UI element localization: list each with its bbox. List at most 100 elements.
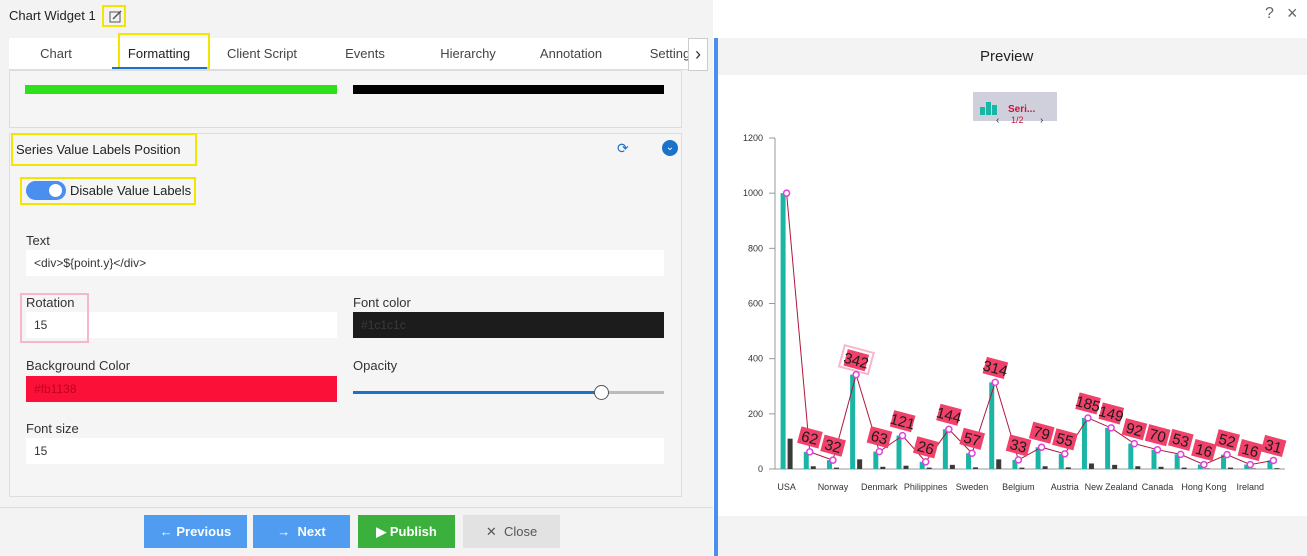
font-size-input[interactable]: 15: [26, 438, 664, 464]
tab[interactable]: Client Script: [226, 46, 298, 61]
y-tick-label: 0: [758, 464, 763, 474]
marker: [1223, 450, 1231, 459]
bar: [1065, 467, 1071, 469]
tab-bar: [9, 38, 704, 70]
y-tick-label: 200: [748, 409, 763, 419]
tab[interactable]: Setting: [649, 46, 691, 61]
bar: [1244, 464, 1250, 469]
marker: [1269, 456, 1278, 465]
bar: [942, 429, 948, 469]
font-color-input[interactable]: #1c1c1c: [353, 312, 664, 338]
collapse-icon[interactable]: ⌄: [662, 140, 678, 156]
tab-next[interactable]: ›: [688, 38, 708, 71]
data-label: 26: [912, 436, 939, 459]
data-label-text: 16: [1240, 441, 1261, 462]
x-tick-label: Denmark: [861, 482, 898, 492]
bar: [850, 374, 856, 469]
marker: [806, 448, 814, 456]
slider-knob[interactable]: [594, 385, 609, 400]
data-label-text: 63: [869, 428, 890, 449]
data-label: 33: [1005, 434, 1032, 457]
legend-prev: ‹: [996, 115, 999, 126]
tab-highlight: [118, 33, 210, 69]
data-label-bg: [1260, 434, 1287, 458]
highlight: [11, 133, 197, 166]
data-label-bg: [982, 356, 1009, 379]
bar: [949, 464, 955, 469]
background-input[interactable]: #fb1138: [26, 376, 337, 402]
data-label-bg: [1167, 428, 1194, 451]
data-label-bg: [1052, 428, 1078, 451]
data-label-bg: [1075, 392, 1101, 415]
data-label-text: 26: [915, 438, 936, 459]
bar: [1012, 459, 1018, 469]
x-tick-label: Philippines: [904, 482, 948, 492]
text-input[interactable]: <div>${point.y}</div>: [26, 250, 664, 276]
bar: [1128, 443, 1134, 469]
tab[interactable]: Chart: [40, 46, 72, 61]
legend-icon: [992, 105, 997, 115]
data-label: 62: [797, 426, 823, 449]
bar: [1204, 468, 1210, 469]
legend-label: Seri...: [1008, 104, 1035, 115]
data-label: 185: [1074, 392, 1102, 416]
x-tick-label: USA: [777, 482, 796, 492]
data-label-bg: [1028, 421, 1055, 444]
legend-next: ›: [1040, 115, 1043, 126]
data-label-text: 53: [1170, 430, 1191, 451]
data-label: 55: [1052, 428, 1078, 451]
marker: [1130, 439, 1139, 448]
tab[interactable]: Events: [345, 46, 385, 61]
data-label-bg: [866, 426, 893, 449]
edit-icon[interactable]: [102, 5, 126, 27]
data-label-bg: [797, 426, 823, 449]
data-label-bg: [1191, 439, 1217, 462]
previous-button[interactable]: ← Previous: [144, 515, 247, 548]
x-tick-label: Belgium: [1002, 482, 1035, 492]
tab[interactable]: Hierarchy: [440, 46, 496, 61]
close-icon[interactable]: ×: [1287, 3, 1298, 23]
rotation-input[interactable]: 15: [26, 312, 337, 338]
bar: [1251, 468, 1257, 469]
data-label: 79: [1028, 421, 1055, 444]
data-label: 52: [1214, 429, 1240, 452]
marker: [921, 458, 930, 466]
publish-button[interactable]: ▶ Publish: [358, 515, 455, 548]
help-icon[interactable]: ?: [1265, 5, 1274, 22]
bar: [1181, 467, 1187, 469]
data-label: 149: [1097, 402, 1125, 426]
bar: [1105, 427, 1111, 469]
bar: [1197, 464, 1203, 469]
toggle[interactable]: [26, 181, 66, 200]
next-button[interactable]: → Next: [253, 515, 350, 548]
bar: [857, 459, 863, 469]
bar: [787, 438, 793, 469]
color-swatch[interactable]: [353, 85, 664, 94]
marker: [945, 425, 953, 434]
bar: [803, 451, 809, 469]
bar: [1088, 463, 1094, 469]
preview-title: Preview: [980, 48, 1034, 65]
bar: [989, 382, 995, 469]
data-label: 70: [1144, 424, 1171, 447]
color-swatch[interactable]: [25, 85, 337, 94]
data-label-text: 342: [842, 350, 871, 373]
marker: [1014, 456, 1023, 464]
tab[interactable]: Formatting: [127, 46, 191, 61]
tab[interactable]: Annotation: [539, 46, 603, 61]
footer-line: [0, 507, 713, 508]
field-label: Rotation: [26, 295, 75, 310]
refresh-icon[interactable]: ⟳: [617, 140, 629, 156]
bar: [1135, 466, 1141, 469]
highlight: [837, 343, 875, 376]
line: [786, 193, 1274, 466]
close-button[interactable]: ✕ Close: [463, 515, 560, 548]
highlight: [20, 293, 89, 343]
marker: [1107, 424, 1115, 432]
slider-track[interactable]: [353, 391, 664, 394]
bar: [966, 453, 972, 469]
field-label: Text: [26, 233, 50, 248]
data-label-text: 70: [1147, 426, 1168, 447]
data-label: 53: [1167, 428, 1194, 451]
data-label-bg: [1098, 402, 1125, 425]
